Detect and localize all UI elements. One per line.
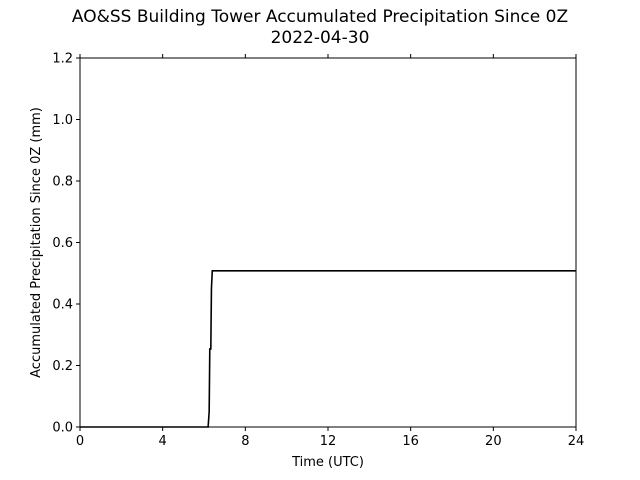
y-tick-label: 0.2 bbox=[52, 359, 73, 374]
y-tick-label: 1.0 bbox=[52, 113, 73, 128]
x-tick-label: 16 bbox=[402, 434, 419, 449]
x-tick-label: 20 bbox=[485, 434, 502, 449]
x-tick-label: 0 bbox=[76, 434, 84, 449]
x-axis-label: Time (UTC) bbox=[291, 455, 364, 470]
plot-frame bbox=[79, 57, 577, 428]
y-tick-label: 1.2 bbox=[52, 52, 73, 67]
y-tick-label: 0.6 bbox=[52, 236, 73, 251]
x-tick-label: 4 bbox=[159, 434, 167, 449]
y-tick-label: 0.8 bbox=[52, 175, 73, 190]
y-axis-label: Accumulated Precipitation Since 0Z (mm) bbox=[29, 107, 44, 378]
y-tick-label: 0.0 bbox=[52, 421, 73, 436]
y-tick-label: 0.4 bbox=[52, 298, 73, 313]
chart-title: AO&SS Building Tower Accumulated Precipi… bbox=[71, 7, 569, 27]
x-tick-label: 8 bbox=[241, 434, 249, 449]
chart-subtitle: 2022-04-30 bbox=[270, 28, 370, 48]
series-line bbox=[80, 269, 576, 428]
x-tick-label: 24 bbox=[568, 434, 585, 449]
x-tick-label: 12 bbox=[320, 434, 337, 449]
